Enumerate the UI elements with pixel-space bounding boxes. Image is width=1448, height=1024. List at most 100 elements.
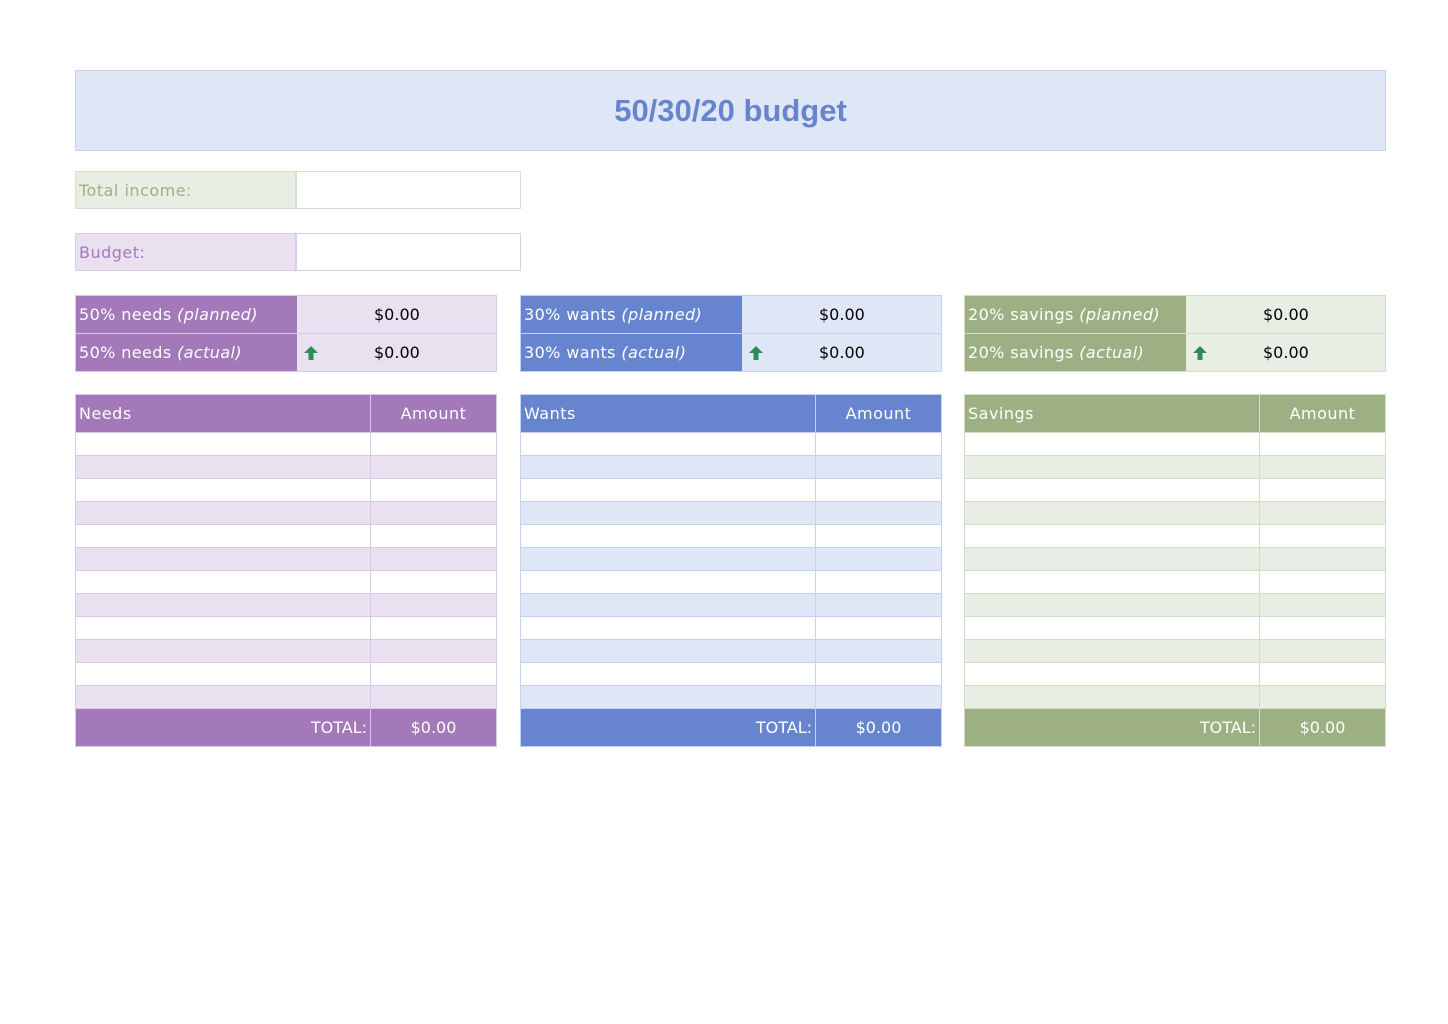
wants-summary: 30% wants (planned) $0.00 30% wants (act…	[520, 295, 942, 372]
table-row	[76, 593, 496, 616]
amount-cell[interactable]	[816, 594, 941, 616]
needs-item-cell[interactable]	[76, 594, 371, 616]
wants-planned-label: 30% wants (planned)	[521, 296, 742, 333]
wants-item-cell[interactable]	[521, 433, 816, 455]
wants-item-cell[interactable]	[521, 456, 816, 478]
needs-planned-value-cell[interactable]: $0.00	[297, 296, 496, 333]
amount-cell[interactable]	[371, 525, 496, 547]
needs-item-cell[interactable]	[76, 617, 371, 639]
arrow-up-icon	[1193, 346, 1207, 360]
savings-actual-value: $0.00	[1263, 343, 1309, 362]
amount-cell[interactable]	[1260, 571, 1385, 593]
needs-item-cell[interactable]	[76, 433, 371, 455]
savings-item-cell[interactable]	[965, 502, 1260, 524]
amount-cell[interactable]	[816, 502, 941, 524]
savings-item-cell[interactable]	[965, 525, 1260, 547]
needs-item-cell[interactable]	[76, 525, 371, 547]
wants-item-cell[interactable]	[521, 617, 816, 639]
amount-cell[interactable]	[1260, 594, 1385, 616]
wants-actual-value-cell[interactable]: $0.00	[742, 334, 941, 371]
amount-cell[interactable]	[1260, 456, 1385, 478]
total-income-input[interactable]	[296, 171, 521, 209]
amount-cell[interactable]	[1260, 502, 1385, 524]
needs-item-cell[interactable]	[76, 548, 371, 570]
amount-cell[interactable]	[371, 571, 496, 593]
amount-cell[interactable]	[371, 502, 496, 524]
total-income-label: Total income:	[75, 171, 296, 209]
amount-cell[interactable]	[816, 548, 941, 570]
arrow-up-icon	[304, 346, 318, 360]
amount-cell[interactable]	[371, 686, 496, 708]
savings-item-cell[interactable]	[965, 433, 1260, 455]
table-row	[965, 455, 1385, 478]
amount-cell[interactable]	[371, 617, 496, 639]
amount-cell[interactable]	[816, 433, 941, 455]
needs-actual-row: 50% needs (actual) $0.00	[76, 334, 496, 371]
table-row	[965, 685, 1385, 708]
amount-cell[interactable]	[816, 525, 941, 547]
amount-cell[interactable]	[1260, 686, 1385, 708]
needs-item-cell[interactable]	[76, 571, 371, 593]
table-row	[76, 639, 496, 662]
wants-item-cell[interactable]	[521, 571, 816, 593]
amount-cell[interactable]	[816, 686, 941, 708]
amount-cell[interactable]	[371, 640, 496, 662]
amount-cell[interactable]	[816, 663, 941, 685]
wants-item-cell[interactable]	[521, 525, 816, 547]
amount-cell[interactable]	[1260, 663, 1385, 685]
amount-cell[interactable]	[1260, 617, 1385, 639]
amount-cell[interactable]	[816, 617, 941, 639]
amount-cell[interactable]	[371, 433, 496, 455]
total-label: TOTAL:	[965, 709, 1260, 746]
wants-item-cell[interactable]	[521, 548, 816, 570]
amount-cell[interactable]	[371, 548, 496, 570]
amount-cell[interactable]	[371, 594, 496, 616]
table-row	[76, 455, 496, 478]
savings-actual-value-cell[interactable]: $0.00	[1186, 334, 1385, 371]
wants-item-cell[interactable]	[521, 663, 816, 685]
needs-item-cell[interactable]	[76, 640, 371, 662]
savings-item-cell[interactable]	[965, 479, 1260, 501]
amount-cell[interactable]	[1260, 548, 1385, 570]
wants-item-cell[interactable]	[521, 686, 816, 708]
needs-item-cell[interactable]	[76, 456, 371, 478]
amount-cell[interactable]	[816, 456, 941, 478]
needs-actual-value-cell[interactable]: $0.00	[297, 334, 496, 371]
amount-cell[interactable]	[816, 571, 941, 593]
wants-item-cell[interactable]	[521, 594, 816, 616]
amount-cell[interactable]	[816, 479, 941, 501]
savings-item-cell[interactable]	[965, 456, 1260, 478]
wants-item-cell[interactable]	[521, 502, 816, 524]
table-row	[76, 685, 496, 708]
amount-cell[interactable]	[1260, 433, 1385, 455]
needs-actual-label: 50% needs (actual)	[76, 334, 297, 371]
savings-actual-label: 20% savings (actual)	[965, 334, 1186, 371]
savings-item-cell[interactable]	[965, 617, 1260, 639]
savings-item-cell[interactable]	[965, 686, 1260, 708]
amount-cell[interactable]	[371, 456, 496, 478]
savings-item-cell[interactable]	[965, 548, 1260, 570]
savings-item-cell[interactable]	[965, 571, 1260, 593]
needs-item-cell[interactable]	[76, 502, 371, 524]
savings-item-cell[interactable]	[965, 594, 1260, 616]
amount-cell[interactable]	[371, 479, 496, 501]
amount-cell[interactable]	[1260, 640, 1385, 662]
amount-cell[interactable]	[816, 640, 941, 662]
planned-label-text: 20% savings	[968, 305, 1074, 324]
wants-item-cell[interactable]	[521, 479, 816, 501]
savings-item-cell[interactable]	[965, 663, 1260, 685]
actual-tag: (actual)	[1079, 343, 1145, 362]
budget-input[interactable]	[296, 233, 521, 271]
amount-cell[interactable]	[371, 663, 496, 685]
savings-planned-value-cell[interactable]: $0.00	[1186, 296, 1385, 333]
amount-cell[interactable]	[1260, 525, 1385, 547]
needs-item-cell[interactable]	[76, 686, 371, 708]
wants-planned-value-cell[interactable]: $0.00	[742, 296, 941, 333]
wants-item-cell[interactable]	[521, 640, 816, 662]
savings-item-cell[interactable]	[965, 640, 1260, 662]
actual-tag: (actual)	[177, 343, 243, 362]
amount-cell[interactable]	[1260, 479, 1385, 501]
needs-item-cell[interactable]	[76, 479, 371, 501]
needs-item-cell[interactable]	[76, 663, 371, 685]
savings-total-value: $0.00	[1299, 718, 1346, 737]
